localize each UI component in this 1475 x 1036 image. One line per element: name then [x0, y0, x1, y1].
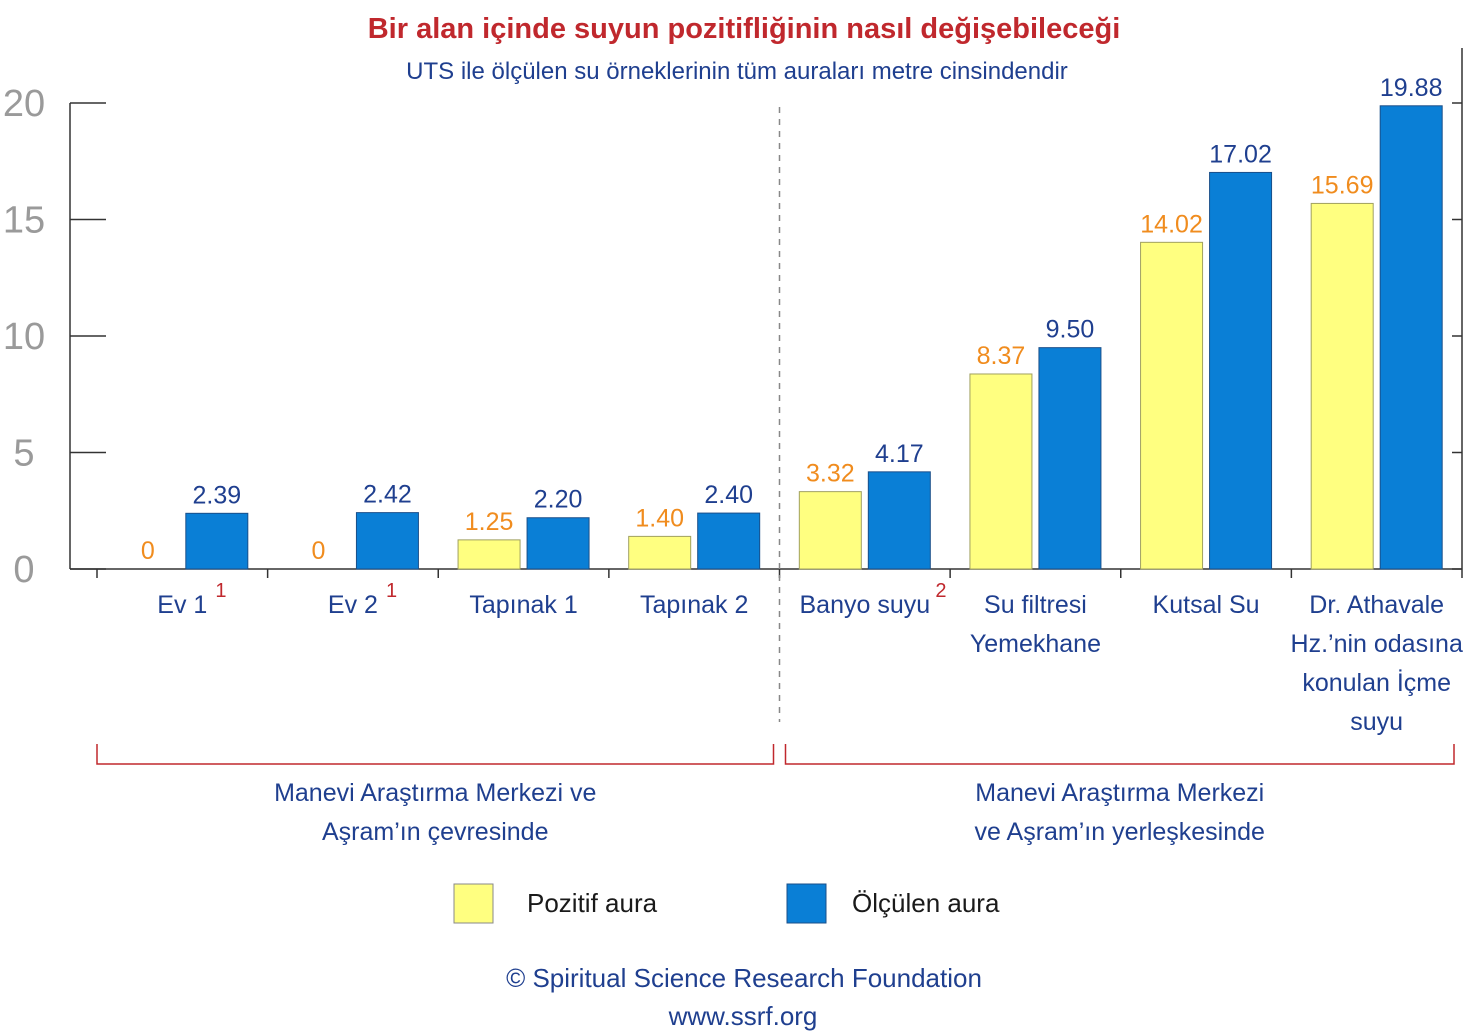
category-label: Dr. Athavale	[1309, 591, 1444, 619]
footer-url: www.ssrf.org	[668, 1001, 818, 1031]
bar-positive	[457, 539, 521, 570]
group-label: Manevi Araştırma Merkezi ve	[274, 779, 596, 807]
data-label-measured: 2.39	[192, 481, 241, 509]
data-label-measured: 17.02	[1209, 140, 1272, 168]
bar-measured	[1379, 105, 1443, 570]
legend-label-positive: Pozitif aura	[527, 888, 658, 918]
bar-positive	[1140, 241, 1204, 570]
y-tick-label: 20	[3, 83, 45, 125]
data-label-measured: 4.17	[875, 440, 924, 468]
bar-positive	[969, 373, 1033, 570]
footnote-marker: 1	[215, 580, 226, 602]
group-bracket	[784, 744, 1455, 765]
category-label: Hz.’nin odasına	[1291, 630, 1463, 658]
footnote-marker: 1	[386, 580, 397, 602]
category-label: Yemekhane	[970, 630, 1101, 658]
data-label-positive: 0	[311, 537, 325, 565]
bar-positive	[1310, 202, 1374, 570]
footnote-marker: 2	[935, 580, 946, 602]
data-label-positive: 3.32	[806, 460, 855, 488]
category-label: konulan İçme	[1302, 668, 1451, 697]
bar-measured	[1209, 171, 1273, 570]
bars: 0 2.39 0 2.42 1.25 2.20 1.40 2.40 3.32 4.17 8.37 9.…	[141, 74, 1443, 570]
data-label-positive: 14.02	[1140, 210, 1203, 238]
data-label-measured: 2.20	[534, 486, 583, 514]
bar-measured	[185, 512, 249, 570]
bar-positive	[798, 491, 862, 570]
category-label: Ev 1	[157, 591, 207, 619]
bar-positive	[628, 535, 692, 570]
data-label-positive: 1.40	[635, 504, 684, 532]
y-tick-label: 10	[3, 316, 45, 358]
data-label-positive: 0	[141, 537, 155, 565]
data-label-positive: 15.69	[1311, 171, 1374, 199]
group-label: Manevi Araştırma Merkezi	[975, 779, 1264, 807]
data-label-measured: 9.50	[1046, 316, 1095, 344]
legend: Pozitif aura Ölçülen aura	[453, 883, 1000, 924]
category-label: Su filtresi	[984, 591, 1087, 619]
group-bracket	[96, 744, 775, 765]
category-label: suyu	[1350, 708, 1403, 736]
category-label: Ev 2	[328, 591, 378, 619]
footer-copyright: © Spiritual Science Research Foundation	[506, 963, 982, 993]
chart-subtitle: UTS ile ölçülen su örneklerinin tüm aura…	[406, 58, 1068, 85]
group-label: Aşram’ın çevresinde	[322, 818, 548, 846]
category-label: Banyo suyu	[799, 591, 930, 619]
legend-swatch-positive	[453, 883, 494, 924]
category-labels: Ev 1 1 Ev 2 1 Tapınak 1 Tapınak 2 Banyo suyu 2 S…	[157, 580, 1463, 736]
bar-measured	[697, 512, 761, 570]
group-label: ve Aşram’ın yerleşkesinde	[975, 818, 1265, 846]
y-tick-label: 0	[13, 549, 34, 591]
data-label-positive: 1.25	[465, 508, 514, 536]
bar-measured	[526, 517, 590, 570]
y-axis: 0 5 10 15 20	[3, 48, 1463, 591]
legend-label-measured: Ölçülen aura	[852, 888, 1000, 918]
data-label-measured: 19.88	[1380, 74, 1443, 102]
data-label-measured: 2.42	[363, 481, 412, 509]
bar-measured	[355, 512, 419, 570]
data-label-measured: 2.40	[704, 481, 753, 509]
y-tick-label: 15	[3, 200, 45, 242]
category-label: Kutsal Su	[1153, 591, 1260, 619]
data-label-positive: 8.37	[977, 342, 1026, 370]
y-tick-label: 5	[13, 433, 34, 475]
chart-title: Bir alan içinde suyun pozitifliğinin nas…	[368, 13, 1121, 45]
bar-measured	[1038, 347, 1102, 570]
category-label: Tapınak 2	[640, 591, 748, 619]
group-brackets: Manevi Araştırma Merkezi ve Aşram’ın çevr…	[96, 107, 1455, 846]
legend-swatch-measured	[786, 883, 827, 924]
category-label: Tapınak 1	[469, 591, 577, 619]
bar-measured	[867, 471, 931, 570]
